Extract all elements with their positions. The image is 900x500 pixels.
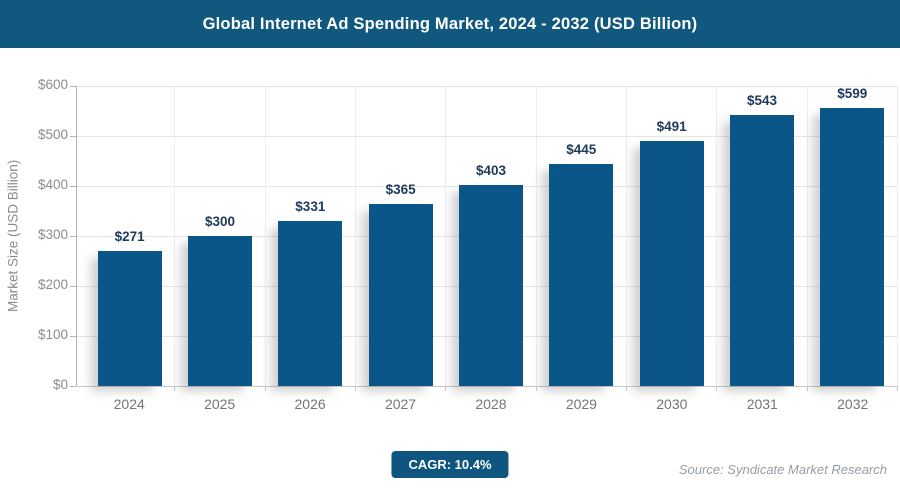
bar-value-label: $543 xyxy=(746,92,777,108)
x-tick-label: 2030 xyxy=(656,396,688,412)
bar-group-2029: $445 xyxy=(537,86,628,391)
bar-group-2032: $599 xyxy=(808,86,899,391)
bar-group-2026: $331 xyxy=(266,86,357,391)
chart-title: Global Internet Ad Spending Market, 2024… xyxy=(202,14,698,33)
y-tick-label: $600 xyxy=(37,77,68,92)
bar-group-2024: $271 xyxy=(85,86,176,391)
x-tick-label: 2029 xyxy=(565,396,597,412)
bar-2028 xyxy=(458,184,523,386)
x-tick-label: 2024 xyxy=(113,396,145,412)
x-tick-label: 2026 xyxy=(294,396,326,412)
y-tick-mark xyxy=(70,86,76,87)
y-tick-mark xyxy=(70,386,76,387)
bar-group-2030: $491 xyxy=(627,86,718,391)
bar-2027 xyxy=(368,203,433,386)
bar-value-label: $403 xyxy=(475,162,506,178)
y-tick-label: $200 xyxy=(37,277,68,292)
bar-value-label: $491 xyxy=(656,118,687,134)
bar-group-2027: $365 xyxy=(356,86,447,391)
bar-value-label: $365 xyxy=(385,181,416,197)
gridline xyxy=(77,86,898,87)
y-tick-mark xyxy=(70,336,76,337)
bar-2032 xyxy=(820,108,885,386)
x-tick-label: 2031 xyxy=(746,396,778,412)
chart-region: Market Size (USD Billion) $600 $500 $400 $3… xyxy=(0,48,900,438)
bar-group-2025: $300 xyxy=(175,86,266,391)
bar-2030 xyxy=(639,140,704,386)
bar-group-2028: $403 xyxy=(446,86,537,391)
x-axis-line xyxy=(77,386,898,387)
bar-2031 xyxy=(729,114,794,386)
bar-2024 xyxy=(97,250,162,386)
cagr-badge: CAGR: 10.4% xyxy=(391,451,509,478)
bar-value-label: $271 xyxy=(114,228,145,244)
y-tick-mark xyxy=(70,236,76,237)
bar-value-label: $331 xyxy=(295,198,326,214)
bar-2025 xyxy=(187,236,252,386)
y-tick-mark xyxy=(70,186,76,187)
gridline xyxy=(77,136,898,137)
x-tick-label: 2027 xyxy=(384,396,417,412)
bar-value-label: $599 xyxy=(837,86,868,101)
y-tick-mark xyxy=(70,286,76,287)
y-tick-label: $500 xyxy=(37,127,68,142)
x-axis-labels: 2024 2025 2026 2027 2028 2029 2030 2031 2032 xyxy=(84,396,898,412)
y-tick-label: $300 xyxy=(37,227,68,242)
bar-value-label: $300 xyxy=(204,214,236,229)
bar-value-label: $445 xyxy=(566,141,597,157)
bar-group-2031: $543 xyxy=(717,86,808,391)
x-tick-label: 2032 xyxy=(837,396,869,412)
bar-2029 xyxy=(549,163,614,386)
y-tick-label: $100 xyxy=(37,327,68,342)
bar-2026 xyxy=(278,220,343,386)
title-bar: Global Internet Ad Spending Market, 2024… xyxy=(0,0,900,48)
source-attribution: Source: Syndicate Market Research xyxy=(678,462,887,477)
y-tick-label: $0 xyxy=(52,377,68,392)
bars-container: $271 $300 $331 $365 $403 $445 $491 $543 $599 xyxy=(77,86,899,391)
y-tick-label: $400 xyxy=(37,177,68,192)
x-tick-label: 2028 xyxy=(475,396,507,412)
y-tick-mark xyxy=(70,136,76,137)
x-tick-label: 2025 xyxy=(204,396,236,412)
plot-area: $271 $300 $331 $365 $403 $445 $491 $543 $599 xyxy=(76,86,899,391)
